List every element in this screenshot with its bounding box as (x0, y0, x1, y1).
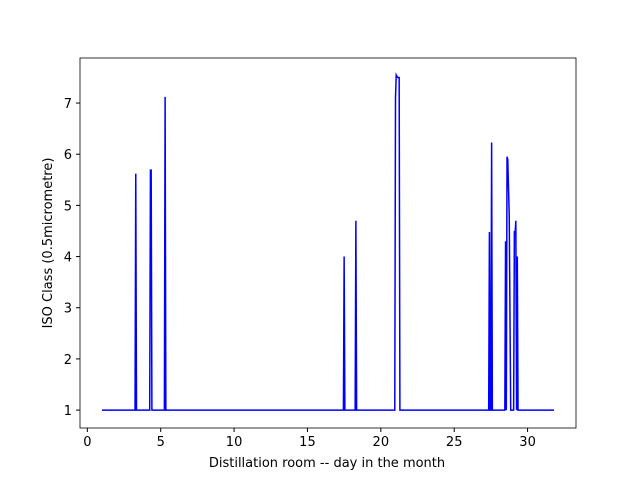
y-tick-label: 5 (64, 199, 72, 214)
y-tick-label: 1 (64, 404, 72, 419)
x-tick-label: 15 (299, 435, 316, 450)
y-tick-label: 7 (64, 97, 72, 112)
y-tick-label: 3 (64, 302, 72, 317)
x-tick-label: 5 (157, 435, 165, 450)
y-tick-label: 2 (64, 353, 72, 368)
y-axis-label: ISO Class (0.5micrometre) (41, 158, 56, 329)
x-tick-label: 0 (83, 435, 91, 450)
x-tick-label: 25 (446, 435, 463, 450)
x-tick-label: 10 (226, 435, 243, 450)
x-axis-label: Distillation room -- day in the month (209, 456, 445, 471)
plot-frame (79, 57, 577, 429)
y-tick-label: 4 (64, 251, 72, 266)
data-line (102, 72, 554, 411)
y-tick-label: 6 (64, 148, 72, 163)
x-tick-label: 20 (373, 435, 390, 450)
x-tick-label: 30 (519, 435, 536, 450)
